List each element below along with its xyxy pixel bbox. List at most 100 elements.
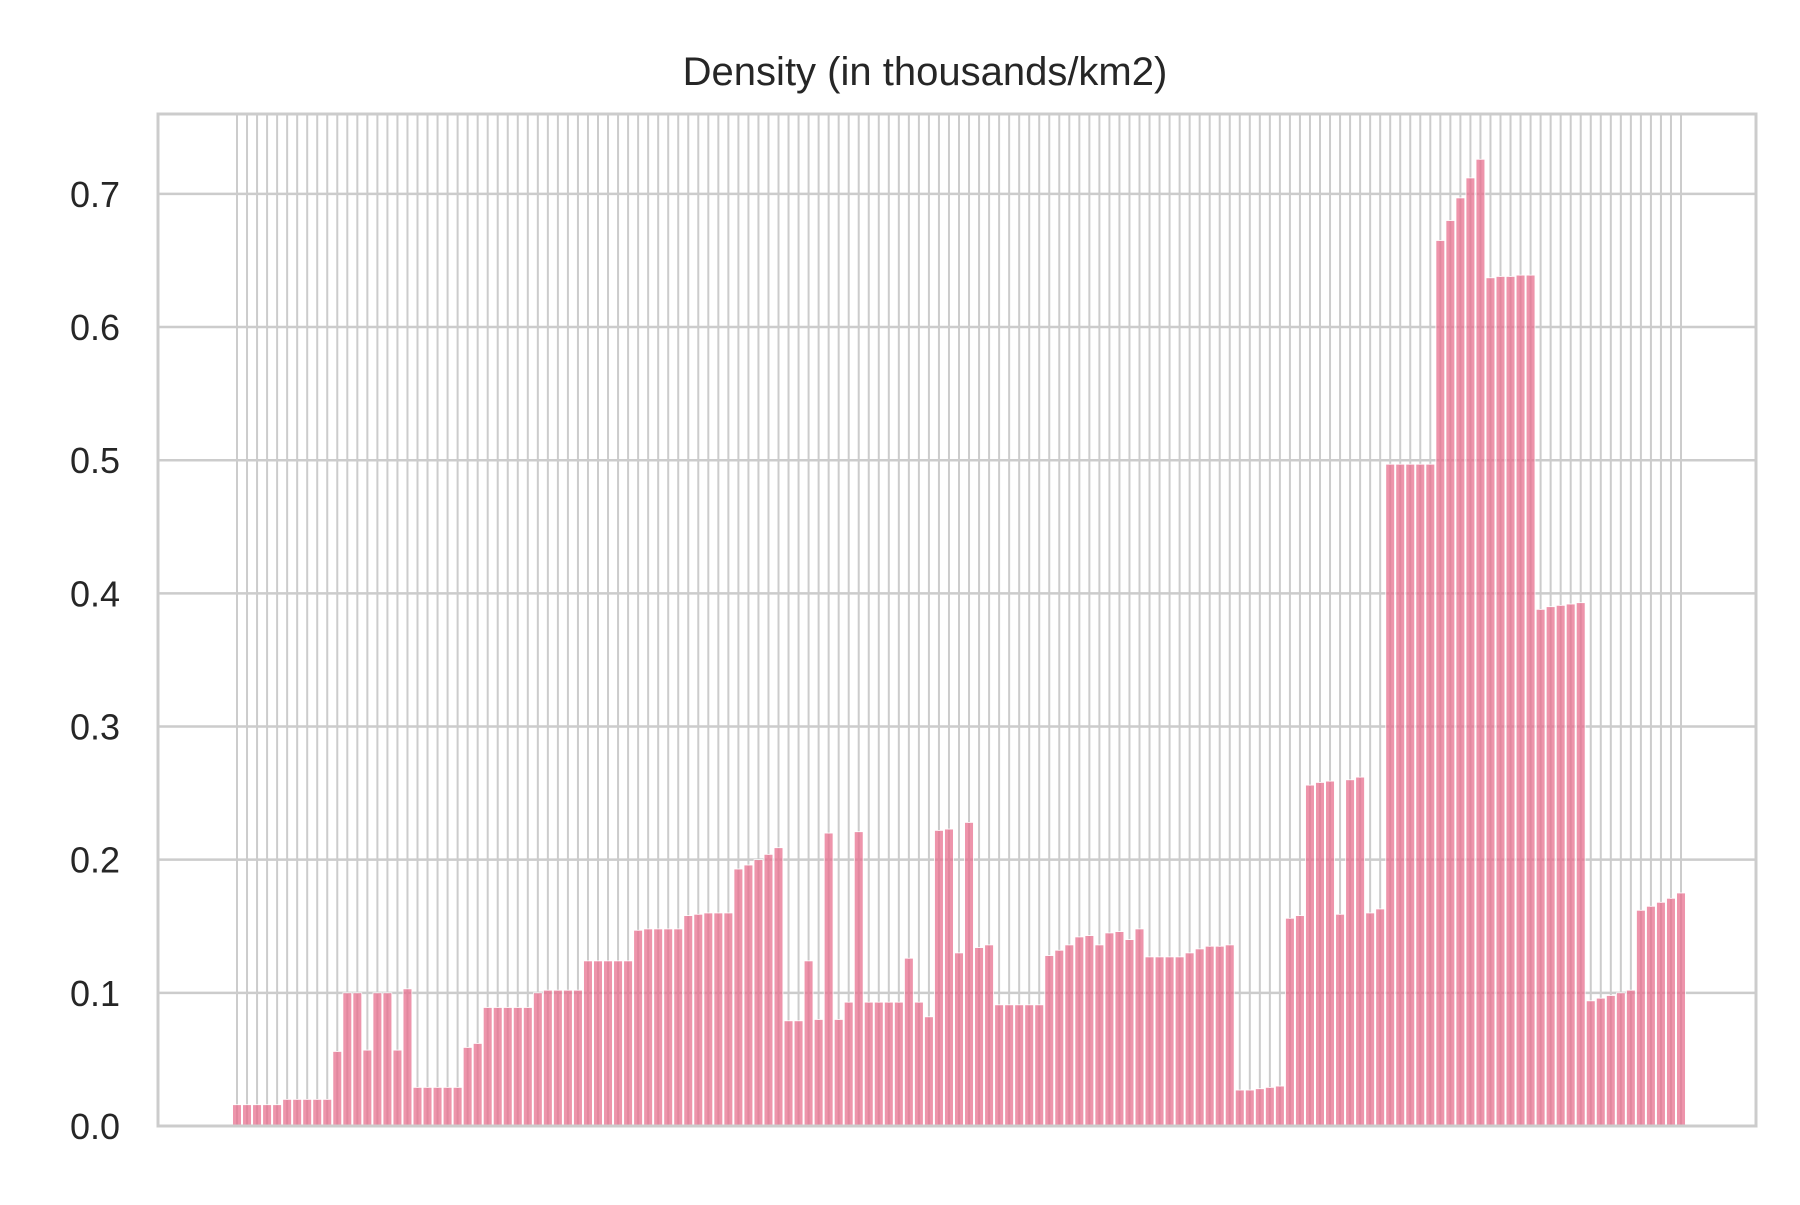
bar <box>1275 1085 1285 1127</box>
bar <box>1595 997 1606 1127</box>
bar <box>302 1098 313 1127</box>
bar <box>1134 928 1145 1127</box>
bar <box>904 957 914 1127</box>
bar <box>743 864 754 1127</box>
bar <box>1475 158 1486 1127</box>
bar <box>954 952 964 1127</box>
bar <box>1114 931 1125 1127</box>
bar <box>1525 274 1536 1127</box>
bar <box>1315 782 1325 1127</box>
bar <box>673 928 684 1127</box>
bar <box>232 1104 242 1127</box>
bar <box>402 988 413 1127</box>
bar <box>1515 274 1526 1127</box>
bar <box>1646 905 1656 1127</box>
bar <box>282 1098 292 1127</box>
bar <box>1575 602 1586 1127</box>
bar <box>763 853 774 1127</box>
bar <box>1605 995 1616 1127</box>
bar <box>1425 463 1436 1127</box>
bar <box>873 1001 884 1127</box>
bar <box>853 831 864 1127</box>
y-tick-label: 0.7 <box>70 174 120 215</box>
bar <box>603 960 613 1127</box>
bar <box>633 929 643 1127</box>
bar <box>1174 956 1185 1127</box>
y-tick-label: 0.0 <box>70 1106 120 1147</box>
bar <box>1345 779 1355 1127</box>
bar <box>543 989 553 1127</box>
bar <box>1104 932 1115 1127</box>
bar <box>914 1001 924 1127</box>
bar <box>1295 915 1305 1127</box>
bar <box>1616 992 1626 1127</box>
bar <box>1224 944 1235 1127</box>
bar <box>322 1098 333 1127</box>
bar <box>272 1104 282 1127</box>
bar <box>783 1020 794 1127</box>
bar <box>533 992 543 1127</box>
bar <box>442 1086 453 1127</box>
bar <box>372 992 383 1127</box>
bar <box>1204 945 1215 1127</box>
y-tick-label: 0.3 <box>70 707 120 748</box>
bar <box>553 989 563 1127</box>
bar <box>1164 956 1175 1127</box>
bar <box>342 992 353 1127</box>
bar <box>1034 1004 1045 1127</box>
bar <box>1375 908 1385 1127</box>
bar <box>522 1007 533 1127</box>
bar <box>422 1086 433 1127</box>
y-tick-label: 0.4 <box>70 573 120 614</box>
bar <box>1244 1089 1255 1127</box>
bar <box>1405 463 1416 1127</box>
bar <box>1144 956 1155 1127</box>
bar <box>1445 220 1456 1127</box>
bar <box>593 960 603 1127</box>
y-axis-tick-labels: 0.0 0.1 0.2 0.3 0.4 0.5 0.6 0.7 <box>70 174 120 1147</box>
bar <box>803 960 814 1127</box>
bar <box>1094 944 1105 1127</box>
bar <box>512 1007 523 1127</box>
bar <box>1656 901 1666 1127</box>
plot-area-frame <box>156 112 1758 1128</box>
bar <box>452 1086 463 1127</box>
bar <box>1626 989 1636 1127</box>
bar <box>352 992 363 1127</box>
bar <box>1676 892 1686 1127</box>
bar <box>1495 276 1506 1127</box>
bar <box>863 1001 874 1127</box>
bar <box>793 1020 804 1127</box>
bar <box>1255 1088 1265 1127</box>
bar <box>703 912 714 1127</box>
bar <box>583 960 593 1127</box>
bar <box>1305 784 1315 1127</box>
bar <box>1485 277 1496 1127</box>
bar <box>613 960 623 1127</box>
bar <box>693 913 704 1127</box>
bar <box>573 989 583 1127</box>
bar <box>843 1001 854 1127</box>
bar <box>382 992 393 1127</box>
bar <box>262 1104 272 1127</box>
bar <box>1355 776 1365 1127</box>
bar <box>733 868 744 1127</box>
bar <box>964 822 974 1127</box>
bar <box>683 915 694 1127</box>
bar <box>1465 177 1476 1127</box>
bar <box>974 947 984 1127</box>
bar <box>944 828 954 1127</box>
bar <box>1395 463 1406 1127</box>
bar <box>432 1086 443 1127</box>
bar <box>242 1104 252 1127</box>
bar <box>332 1051 343 1127</box>
bar <box>292 1098 302 1127</box>
bar <box>502 1007 513 1127</box>
bar <box>663 928 674 1127</box>
bar <box>1565 603 1576 1127</box>
bar <box>1435 240 1446 1127</box>
bar <box>1545 606 1556 1127</box>
bar <box>643 928 653 1127</box>
